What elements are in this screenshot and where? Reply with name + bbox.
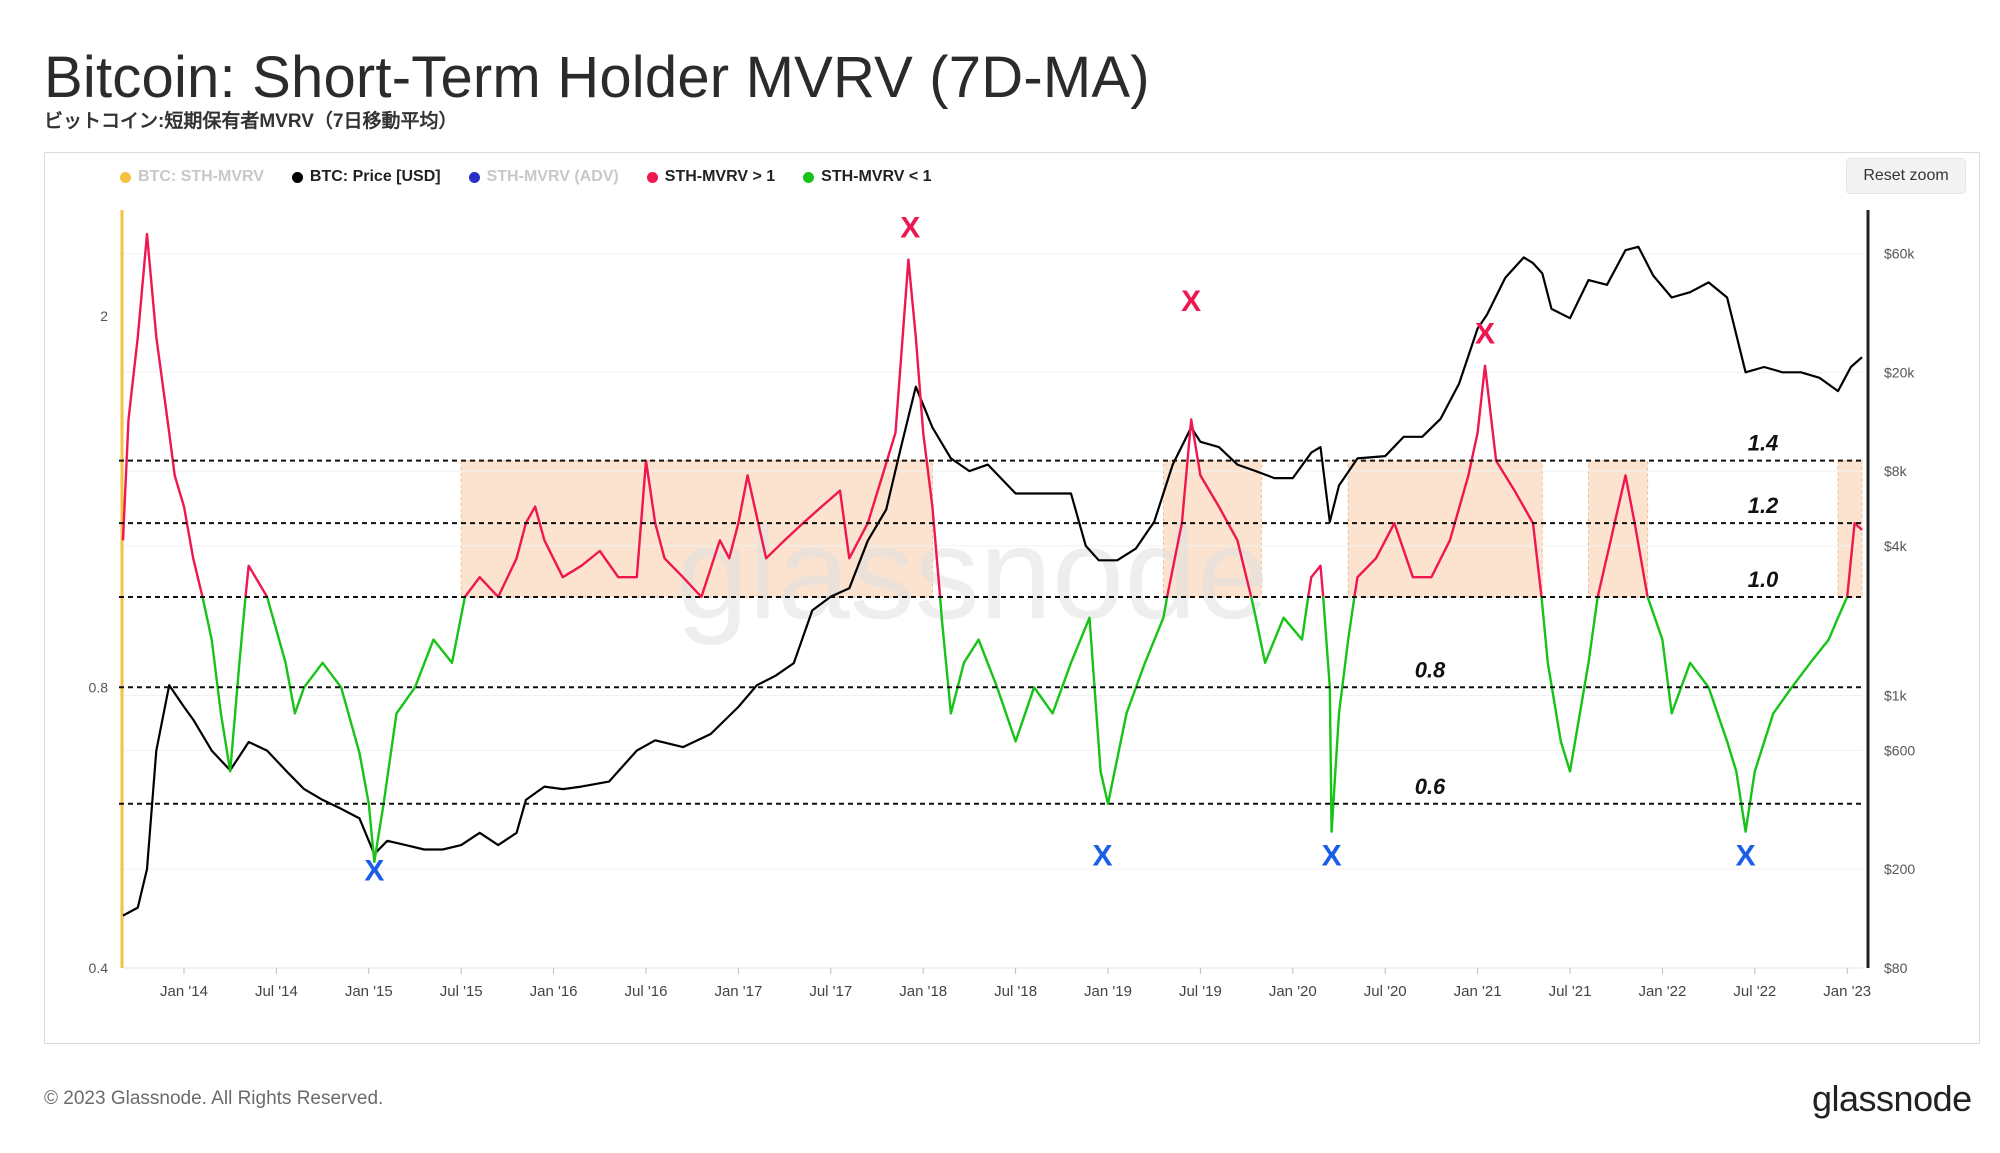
right-tick-label: $1k xyxy=(1884,687,1908,703)
sth-mvrv-above-1-segment xyxy=(1846,521,1863,598)
reference-line-label: 1.4 xyxy=(1748,431,1779,456)
sth-mvrv-below-1-segment xyxy=(265,596,467,863)
legend-label: STH-MVRV < 1 xyxy=(821,168,932,185)
legend-label: STH-MVRV > 1 xyxy=(664,168,776,185)
legend-dot-icon xyxy=(803,171,815,183)
sth-mvrv-above-1-segment xyxy=(1596,474,1649,598)
brand-logo: glassnode xyxy=(1812,1078,1972,1119)
x-tick-label: Jul '20 xyxy=(1364,983,1407,1000)
x-tick-label: Jan '22 xyxy=(1638,983,1686,1000)
sth-mvrv-below-1-segment xyxy=(1250,596,1310,664)
legend-label: BTC: STH-MVRV xyxy=(138,168,264,185)
legend-dot-icon xyxy=(468,171,480,183)
left-tick-label: 2 xyxy=(100,308,108,324)
legend-label: BTC: Price [USD] xyxy=(309,168,441,185)
x-tick-label: Jul '14 xyxy=(255,983,298,1000)
cycle-bottom-marker: X xyxy=(364,854,384,887)
cycle-bottom-marker: X xyxy=(1736,840,1756,873)
x-tick-label: Jul '21 xyxy=(1549,983,1592,1000)
sth-mvrv-below-1-segment xyxy=(1646,596,1849,833)
sth-mvrv-above-1-segment xyxy=(1307,564,1325,598)
x-tick-label: Jul '17 xyxy=(809,983,852,1000)
x-tick-label: Jan '21 xyxy=(1454,983,1502,1000)
left-tick-label: 0.4 xyxy=(89,960,109,976)
legend-item-sth-mvrv-above-1[interactable]: STH-MVRV > 1 xyxy=(646,168,776,186)
chart-frame xyxy=(44,152,1980,1044)
reference-line-label: 0.8 xyxy=(1415,657,1446,682)
x-tick-label: Jan '17 xyxy=(714,983,762,1000)
legend-item-price[interactable]: BTC: Price [USD] xyxy=(291,168,441,186)
reference-line-label: 1.2 xyxy=(1748,493,1779,518)
x-tick-label: Jul '15 xyxy=(440,983,483,1000)
page-subtitle: ビットコイン:短期保有者MVRV（7日移動平均） xyxy=(44,111,458,132)
cycle-top-marker: X xyxy=(1181,285,1201,318)
x-tick-label: Jan '16 xyxy=(530,983,578,1000)
reset-zoom-button[interactable]: Reset zoom xyxy=(1846,158,1966,194)
legend-item-sth-mvrv-below-1[interactable]: STH-MVRV < 1 xyxy=(803,168,932,186)
sth-mvrv-above-1-segment xyxy=(121,232,204,598)
left-tick-label: 0.8 xyxy=(89,679,109,695)
legend-label: STH-MVRV (ADV) xyxy=(486,168,619,185)
cycle-top-marker: X xyxy=(1475,318,1495,351)
x-tick-label: Jul '19 xyxy=(1179,983,1222,1000)
band-2 xyxy=(1347,460,1543,598)
sth-mvrv-below-1-segment xyxy=(1322,596,1356,833)
legend-item-sth-mvrv[interactable]: BTC: STH-MVRV xyxy=(120,168,264,186)
x-tick-label: Jan '15 xyxy=(345,983,393,1000)
cycle-bottom-marker: X xyxy=(1322,840,1342,873)
x-tick-label: Jul '18 xyxy=(994,983,1037,1000)
right-tick-label: $80 xyxy=(1884,960,1908,976)
right-tick-label: $200 xyxy=(1884,861,1915,877)
copyright-text: © 2023 Glassnode. All Rights Reserved. xyxy=(44,1088,384,1109)
sth-mvrv-below-1-segment xyxy=(938,596,1169,805)
x-tick-label: Jul '16 xyxy=(625,983,668,1000)
cycle-top-marker: X xyxy=(900,212,920,245)
watermark-text: glassnode xyxy=(676,500,1269,646)
reference-line-label: 1.0 xyxy=(1748,567,1779,592)
right-tick-label: $20k xyxy=(1884,364,1915,380)
sth-mvrv-above-1-segment xyxy=(1353,364,1543,598)
band-3 xyxy=(1587,460,1649,598)
sth-mvrv-below-1-segment xyxy=(1540,596,1599,773)
cycle-bottom-marker: X xyxy=(1092,840,1112,873)
right-tick-label: $4k xyxy=(1884,538,1908,554)
right-tick-label: $8k xyxy=(1884,463,1908,479)
reference-line-label: 0.6 xyxy=(1415,774,1446,799)
legend-dot-icon xyxy=(120,171,131,183)
x-tick-label: Jan '19 xyxy=(1084,983,1132,1000)
right-tick-label: $600 xyxy=(1884,743,1915,759)
chart-legend: BTC: STH-MVRV BTC: Price [USD] STH-MVRV … xyxy=(120,168,932,186)
x-tick-label: Jan '18 xyxy=(899,983,947,1000)
x-tick-label: Jan '23 xyxy=(1823,983,1871,1000)
price-line xyxy=(122,245,1863,917)
x-tick-label: Jan '14 xyxy=(160,983,208,1000)
sth-mvrv-below-1-segment xyxy=(201,596,247,773)
legend-item-sth-mvrv-adv[interactable]: STH-MVRV (ADV) xyxy=(468,168,619,186)
right-tick-label: $60k xyxy=(1884,246,1915,262)
sth-mvrv-above-1-segment xyxy=(244,564,269,598)
x-tick-label: Jul '22 xyxy=(1733,983,1776,1000)
page-title: Bitcoin: Short-Term Holder MVRV (7D-MA) xyxy=(44,45,1150,110)
legend-dot-icon xyxy=(291,171,303,183)
x-tick-label: Jan '20 xyxy=(1269,983,1317,1000)
legend-dot-icon xyxy=(646,171,658,183)
